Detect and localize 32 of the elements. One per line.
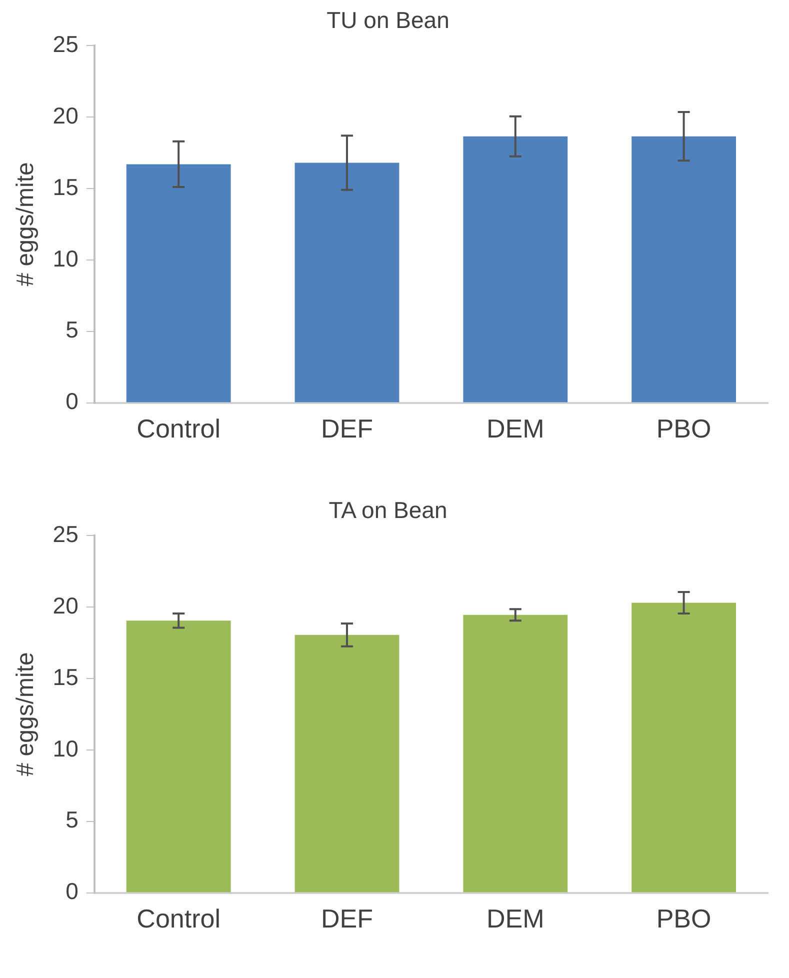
y-tick-label: 0 <box>66 878 78 904</box>
y-tick-label: 25 <box>52 30 78 57</box>
bar <box>294 634 400 892</box>
chart-title: TA on Bean <box>328 497 448 524</box>
bar <box>126 164 231 402</box>
x-tick-label: PBO <box>656 904 712 934</box>
x-tick-label: Control <box>136 904 220 934</box>
y-tick-label: 25 <box>52 520 78 547</box>
chart-title: TU on Bean <box>326 7 450 34</box>
x-tick-label: Control <box>136 414 220 444</box>
bar <box>126 620 231 892</box>
y-tick-label: 5 <box>66 316 78 343</box>
y-tick-label: 15 <box>52 664 78 690</box>
x-tick-label: DEF <box>320 414 373 444</box>
y-tick-label: 15 <box>52 174 78 200</box>
bar <box>632 136 736 402</box>
y-tick-label: 20 <box>52 102 78 128</box>
y-tick-label: 20 <box>52 592 78 618</box>
y-tick-label: 10 <box>52 245 78 272</box>
x-tick-label: DEM <box>486 414 544 444</box>
bar <box>463 136 568 402</box>
bar <box>632 602 736 892</box>
x-tick-label: DEM <box>486 904 544 934</box>
y-tick-label: 5 <box>66 806 78 833</box>
bar <box>463 614 568 892</box>
y-tick-label: 10 <box>52 735 78 762</box>
y-tick-label: 0 <box>66 388 78 414</box>
bar <box>294 162 400 402</box>
x-tick-label: PBO <box>656 414 712 444</box>
y-axis-title: # eggs/mite <box>12 652 40 776</box>
x-tick-label: DEF <box>320 904 373 934</box>
y-axis-title: # eggs/mite <box>12 162 40 286</box>
